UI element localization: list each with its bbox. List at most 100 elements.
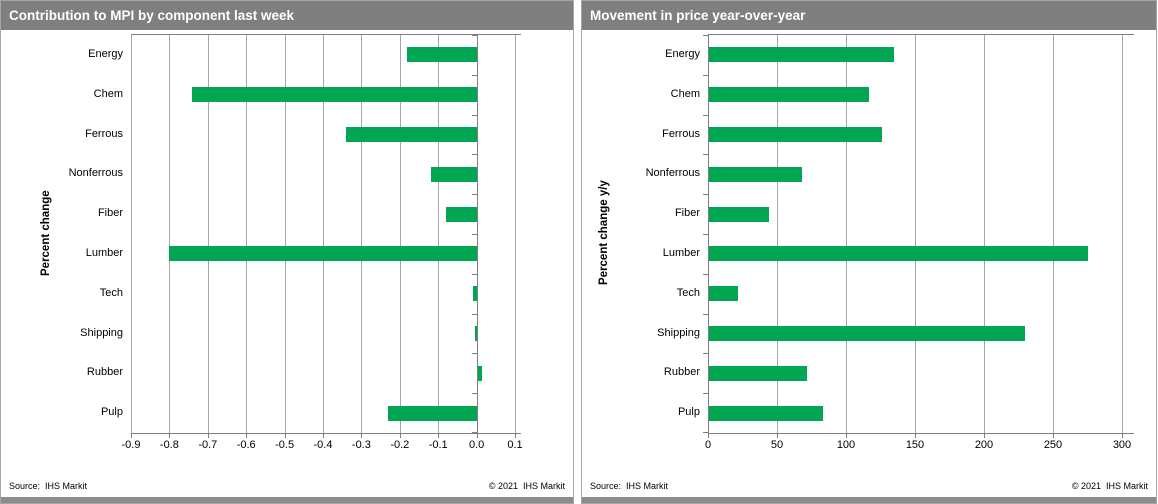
category-axis-tick [471, 234, 477, 235]
bar-chem [708, 87, 870, 103]
x-axis-tick [476, 434, 478, 438]
chart-title-bar: Contribution to MPI by component last we… [1, 1, 573, 30]
x-axis-tick [915, 434, 916, 438]
bar-chart-plot-area: 0 50 100 150 200 250 300 Energy Chem Ferrous Nonfe… [646, 34, 1134, 451]
category-label: Rubber [663, 366, 700, 379]
bar-nonferrous [430, 166, 477, 182]
category-label: Ferrous [85, 127, 123, 140]
gridline [323, 35, 324, 433]
category-label: Pulp [677, 406, 700, 419]
x-axis-tick-label: 0 [704, 439, 712, 451]
x-axis-tick-label: 100 [836, 439, 856, 451]
bar-energy [407, 47, 477, 63]
category-axis-tick [471, 353, 477, 355]
category-axis-tick [703, 353, 708, 355]
category-label: Rubber [86, 366, 123, 379]
panel-bottom-bar [1, 497, 573, 503]
gridline [984, 35, 985, 433]
category-axis-tick [471, 114, 477, 116]
bar-fiber [445, 206, 477, 222]
gridline [1053, 35, 1054, 433]
gridline [399, 35, 401, 433]
category-axis-tick [703, 393, 708, 395]
category-axis-tick [471, 154, 477, 156]
x-axis-tick-label: -0.8 [159, 439, 179, 451]
category-label: Fiber [674, 207, 700, 220]
gridline [515, 35, 516, 433]
x-axis-tick [246, 434, 248, 438]
chart-title: Movement in price year-over-year [590, 8, 806, 23]
category-label: Fiber [97, 207, 123, 220]
category-axis-tick [471, 35, 477, 36]
category-label: Nonferrous [68, 167, 123, 180]
category-label: Lumber [85, 247, 123, 259]
source-note: Source: IHS Markit [590, 481, 669, 491]
copyright-note: © 2021 IHS Markit [1071, 481, 1148, 491]
bar-pulp [708, 405, 823, 421]
bar-chem [192, 87, 477, 103]
x-axis-tick [361, 434, 363, 438]
category-axis-tick [703, 154, 708, 156]
category-label: Shipping [80, 326, 123, 339]
bar-pulp [388, 405, 477, 421]
gridline [131, 35, 132, 433]
gridline [846, 35, 847, 433]
x-axis-tick [399, 434, 401, 438]
bar-chart-plot-area: -0.9 -0.8 -0.7 -0.6 -0.5 -0.4 -0.3 -0.2 -0.1 0.0 0… [69, 34, 523, 451]
panel-bottom-bar [582, 497, 1156, 503]
bar-nonferrous [708, 166, 802, 182]
category-axis-tick [471, 432, 477, 433]
x-axis-tick [846, 434, 847, 438]
x-axis-tick-label: -0.7 [198, 439, 218, 451]
x-axis-tick-label: 50 [770, 439, 784, 451]
x-axis-tick [131, 434, 132, 438]
x-axis-tick-label: 300 [1112, 439, 1132, 451]
category-axis-tick [703, 432, 708, 433]
category-label: Nonferrous [645, 167, 700, 180]
x-axis-tick-label: 150 [905, 439, 925, 451]
bar-shipping [474, 326, 477, 341]
x-axis-tick [284, 434, 286, 438]
bar-shipping [708, 326, 1026, 341]
x-axis-tick [1122, 434, 1123, 438]
x-axis-tick-label: 200 [974, 439, 994, 451]
category-label: Lumber [662, 247, 700, 259]
category-label: Energy [665, 48, 700, 60]
x-axis-tick-label: 0.1 [507, 439, 523, 451]
zero-axis-line [708, 35, 709, 433]
category-label: Ferrous [662, 127, 700, 140]
category-axis-tick [471, 393, 477, 395]
category-axis-tick [471, 313, 477, 315]
bar-tech [708, 286, 739, 302]
category-label: Pulp [100, 406, 123, 419]
category-label: Shipping [657, 326, 700, 339]
bar-tech [472, 286, 477, 302]
x-axis-tick [1053, 434, 1054, 438]
x-axis-tick-label: -0.6 [236, 439, 256, 451]
x-axis-tick [984, 434, 985, 438]
price-movement-panel: Movement in price year-over-year Percent… [581, 0, 1157, 504]
category-axis-tick [703, 74, 708, 76]
category-label: Energy [88, 48, 123, 60]
zero-axis-line [476, 35, 478, 433]
x-axis-tick-label: -0.2 [390, 439, 410, 451]
gridline [438, 35, 440, 433]
gridline [1122, 35, 1123, 433]
bar-ferrous [346, 127, 477, 142]
category-label: Tech [676, 286, 700, 299]
bar-energy [708, 47, 895, 63]
x-axis-tick [207, 434, 209, 438]
x-axis-tick-label: -0.4 [313, 439, 333, 451]
category-axis-tick [703, 194, 708, 196]
category-axis-tick [471, 74, 477, 76]
source-note: Source: IHS Markit [9, 481, 88, 491]
gridline [777, 35, 778, 433]
bar-ferrous [708, 127, 882, 142]
category-axis-tick [703, 114, 708, 116]
gridline [284, 35, 286, 433]
bar-lumber [169, 246, 477, 262]
copyright-note: © 2021 IHS Markit [488, 481, 565, 491]
category-axis-tick [703, 273, 708, 275]
x-axis-tick-label: 250 [1043, 439, 1063, 451]
